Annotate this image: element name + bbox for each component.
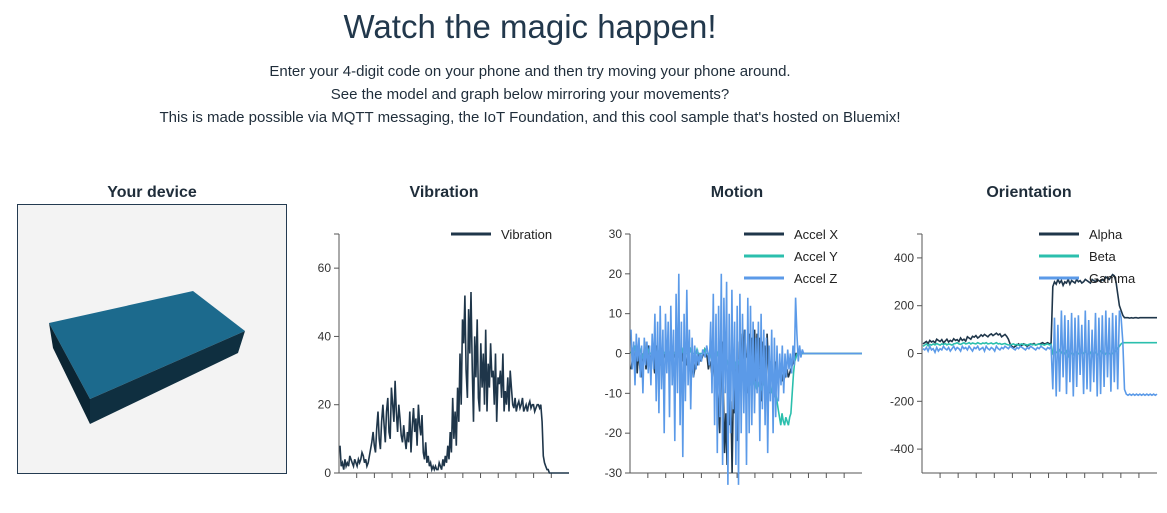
series-line-accel-z	[630, 273, 862, 485]
y-tick-label: 10	[609, 307, 623, 321]
device-3d-viewport[interactable]	[17, 204, 287, 474]
intro-text: Enter your 4-digit code on your phone an…	[0, 60, 1060, 129]
page-title: Watch the magic happen!	[343, 8, 717, 45]
intro-line: Enter your 4-digit code on your phone an…	[269, 63, 791, 80]
device-model	[49, 291, 245, 424]
series-line-beta	[922, 341, 1157, 358]
y-tick-label: 20	[318, 398, 332, 412]
legend-label: Alpha	[1089, 227, 1123, 242]
y-tick-label: -10	[605, 386, 623, 400]
y-tick-label: 20	[609, 267, 623, 281]
intro-line: See the model and graph below mirroring …	[330, 86, 730, 103]
legend-label: Gamma	[1089, 271, 1136, 286]
y-tick-label: 40	[318, 329, 332, 343]
device-panel-title: Your device	[107, 184, 197, 201]
orientation-chart: -400 -200 0 200 400 Alpha Beta Gamma	[890, 227, 1158, 478]
y-tick-label: 0	[907, 347, 914, 361]
y-tick-label: -400	[890, 442, 914, 456]
y-tick-label: 200	[894, 299, 914, 313]
legend-label: Accel Y	[794, 249, 838, 264]
motion-chart: -30 -20 -10 0 10 20 30 Accel X Accel Y Accel Z	[605, 227, 862, 485]
series-line-vibration	[339, 291, 569, 474]
motion-panel-title: Motion	[710, 184, 764, 201]
y-tick-label: 400	[894, 251, 914, 265]
legend-label: Accel X	[794, 227, 838, 242]
vibration-chart: 0 20 40 60 Vibration	[318, 227, 569, 480]
legend-label: Accel Z	[794, 271, 837, 286]
y-tick-label: -30	[605, 466, 623, 480]
y-tick-label: 30	[609, 227, 623, 241]
device-model-front	[90, 331, 245, 424]
y-tick-label: 60	[318, 261, 332, 275]
legend-label: Vibration	[501, 227, 552, 242]
legend-label: Beta	[1089, 249, 1117, 264]
y-tick-label: 0	[324, 466, 331, 480]
intro-line: This is made possible via MQTT messaging…	[159, 109, 901, 126]
y-tick-label: -20	[605, 426, 623, 440]
device-model-left	[49, 323, 90, 424]
vibration-panel-title: Vibration	[409, 184, 479, 201]
series-line-gamma	[922, 310, 1158, 397]
device-model-top	[49, 291, 245, 399]
orientation-panel-title: Orientation	[986, 184, 1072, 201]
y-tick-label: 0	[615, 347, 622, 361]
y-tick-label: -200	[890, 394, 914, 408]
